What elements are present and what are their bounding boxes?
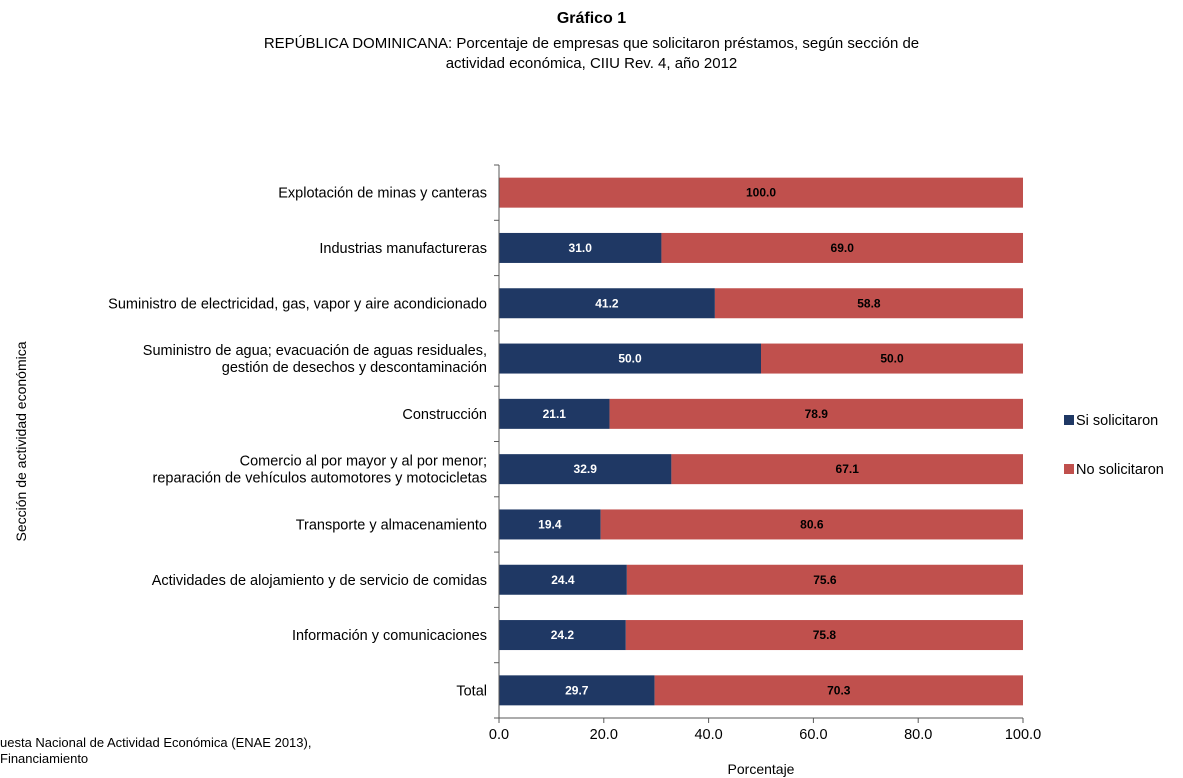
bar-si-solicitaron	[499, 288, 715, 319]
category-label: Comercio al por mayor y al por menor;	[240, 454, 487, 470]
bar-no-solicitaron	[654, 675, 1023, 706]
category-label: reparación de vehículos automotores y mo…	[153, 471, 487, 487]
x-tick-label: 80.0	[904, 727, 932, 743]
x-tick-label: 60.0	[799, 727, 827, 743]
category-label: Construcción	[402, 407, 487, 423]
bar-no-solicitaron	[661, 232, 1023, 263]
chart-subtitle-line1: REPÚBLICA DOMINICANA: Porcentaje de empr…	[263, 35, 920, 52]
data-label: 69.0	[831, 241, 855, 255]
legend-label: No solicitaron	[1076, 462, 1164, 478]
chart-title: Gráfico 1	[556, 10, 627, 27]
source-note-line1: uesta Nacional de Actividad Económica (E…	[0, 735, 312, 750]
bar-si-solicitaron	[499, 675, 655, 706]
data-label: 41.2	[595, 296, 619, 310]
bar-no-solicitaron	[600, 509, 1023, 540]
data-label: 70.3	[827, 683, 851, 697]
chart-subtitle: REPÚBLICA DOMINICANA: Porcentaje de empr…	[0, 34, 1183, 74]
bar-no-solicitaron	[671, 454, 1023, 485]
data-label: 21.1	[543, 407, 567, 421]
category-label: Explotación de minas y canteras	[278, 186, 487, 202]
data-label: 80.6	[800, 517, 824, 531]
category-label: Total	[456, 683, 487, 699]
data-label: 50.0	[618, 352, 642, 366]
bar-no-solicitaron	[625, 620, 1023, 651]
bar-si-solicitaron	[499, 454, 672, 485]
category-label: Transporte y almacenamiento	[296, 517, 487, 533]
data-label: 24.2	[551, 628, 575, 642]
category-label: Información y comunicaciones	[292, 628, 487, 644]
x-tick-label: 40.0	[694, 727, 722, 743]
bar-si-solicitaron	[499, 398, 610, 429]
data-label: 58.8	[857, 296, 881, 310]
bar-si-solicitaron	[499, 509, 601, 540]
legend-swatch-no	[1064, 464, 1074, 474]
bar-si-solicitaron	[499, 564, 627, 595]
x-tick-label: 20.0	[590, 727, 618, 743]
bar-no-solicitaron	[761, 343, 1023, 374]
legend-label: Si solicitaron	[1076, 413, 1158, 429]
data-label: 67.1	[836, 462, 860, 476]
chart-subtitle-line2: actividad económica, CIIU Rev. 4, año 20…	[445, 55, 738, 72]
legend-swatch-si	[1064, 415, 1074, 425]
category-label: Industrias manufactureras	[319, 241, 487, 257]
data-label: 75.8	[813, 628, 837, 642]
category-label: gestión de desechos y descontaminación	[222, 360, 487, 376]
bar-si-solicitaron	[499, 343, 761, 374]
category-label: Suministro de agua; evacuación de aguas …	[143, 343, 487, 359]
source-note: uesta Nacional de Actividad Económica (E…	[0, 735, 311, 767]
data-label: 31.0	[569, 241, 593, 255]
x-axis-title: Porcentaje	[728, 761, 795, 777]
y-axis-title: Sección de actividad económica	[13, 341, 29, 541]
data-label: 32.9	[574, 462, 598, 476]
data-label: 19.4	[538, 517, 562, 531]
data-label: 24.4	[551, 573, 575, 587]
data-label: 75.6	[813, 573, 837, 587]
data-label: 100.0	[746, 186, 776, 200]
x-tick-label: 0.0	[489, 727, 509, 743]
bar-no-solicitaron	[626, 564, 1023, 595]
bar-no-solicitaron	[714, 288, 1023, 319]
data-label: 78.9	[805, 407, 829, 421]
x-tick-label: 100.0	[1005, 727, 1041, 743]
bar-si-solicitaron	[499, 232, 662, 263]
bar-no-solicitaron	[499, 177, 1023, 208]
category-label: Actividades de alojamiento y de servicio…	[152, 573, 487, 589]
category-label: Suministro de electricidad, gas, vapor y…	[108, 296, 487, 312]
bar-si-solicitaron	[499, 620, 626, 651]
data-label: 29.7	[565, 683, 589, 697]
data-label: 50.0	[880, 352, 904, 366]
bar-no-solicitaron	[609, 398, 1023, 429]
source-note-line2: Financiamiento	[0, 751, 89, 766]
